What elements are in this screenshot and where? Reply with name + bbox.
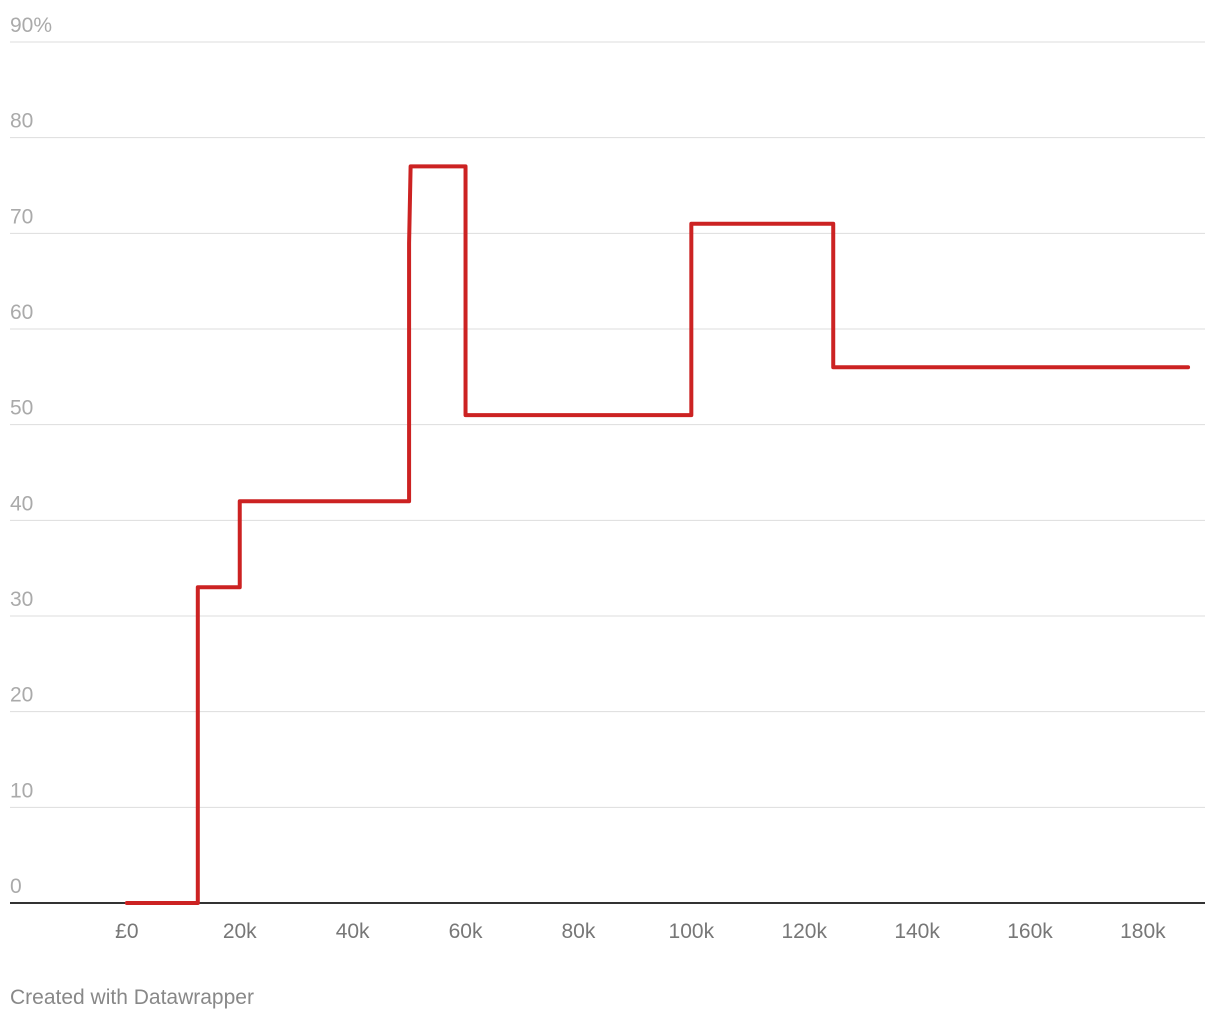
y-tick-label: 50 bbox=[10, 397, 33, 420]
x-tick-label: 20k bbox=[223, 920, 257, 943]
y-tick-label: 30 bbox=[10, 588, 33, 611]
x-tick-label: 60k bbox=[449, 920, 483, 943]
footer: Created with Datawrapper bbox=[10, 986, 254, 1009]
x-tick-label: 80k bbox=[561, 920, 595, 943]
y-tick-label: 80 bbox=[10, 110, 33, 133]
x-tick-label: 120k bbox=[781, 920, 827, 943]
x-tick-label: 180k bbox=[1120, 920, 1166, 943]
y-tick-label: 0 bbox=[10, 875, 22, 898]
y-tick-label: 70 bbox=[10, 205, 33, 228]
x-tick-label: 160k bbox=[1007, 920, 1053, 943]
x-tick-label: 40k bbox=[336, 920, 370, 943]
x-tick-label: £0 bbox=[115, 920, 138, 943]
x-tick-label: 140k bbox=[894, 920, 940, 943]
y-tick-label: 60 bbox=[10, 301, 33, 324]
y-tick-label: 40 bbox=[10, 492, 33, 515]
y-tick-label: 20 bbox=[10, 684, 33, 707]
x-tick-label: 100k bbox=[669, 920, 715, 943]
y-tick-label: 10 bbox=[10, 779, 33, 802]
y-tick-label: 90% bbox=[10, 14, 52, 37]
line bbox=[124, 164, 1191, 905]
